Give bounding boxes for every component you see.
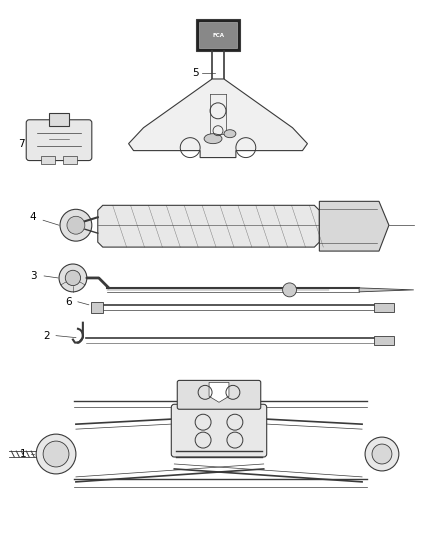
Ellipse shape: [224, 130, 236, 138]
Polygon shape: [129, 79, 307, 158]
Circle shape: [283, 283, 297, 297]
Circle shape: [60, 209, 92, 241]
Bar: [374, 336, 394, 345]
Bar: [199, 22, 237, 48]
Bar: [196, 19, 240, 51]
FancyBboxPatch shape: [177, 381, 261, 409]
Text: 6: 6: [66, 297, 72, 307]
Circle shape: [67, 216, 85, 234]
FancyBboxPatch shape: [171, 404, 267, 457]
Text: 7: 7: [18, 139, 25, 149]
Text: 3: 3: [30, 271, 36, 281]
Text: 4: 4: [30, 212, 36, 222]
Polygon shape: [98, 205, 319, 247]
Polygon shape: [319, 201, 389, 251]
Circle shape: [365, 437, 399, 471]
Circle shape: [36, 434, 76, 474]
Bar: [91, 302, 103, 313]
FancyBboxPatch shape: [26, 120, 92, 160]
Polygon shape: [209, 382, 229, 402]
Circle shape: [43, 441, 69, 467]
Text: 2: 2: [43, 330, 49, 341]
Text: FCA: FCA: [212, 33, 224, 38]
Circle shape: [372, 444, 392, 464]
Circle shape: [65, 270, 81, 286]
Text: 1: 1: [20, 449, 27, 459]
Ellipse shape: [204, 134, 222, 144]
Bar: [49, 113, 69, 126]
Polygon shape: [359, 288, 414, 292]
Circle shape: [59, 264, 87, 292]
Bar: [41, 156, 55, 164]
Bar: [374, 303, 394, 312]
Text: 5: 5: [192, 68, 198, 78]
Bar: [63, 156, 77, 164]
